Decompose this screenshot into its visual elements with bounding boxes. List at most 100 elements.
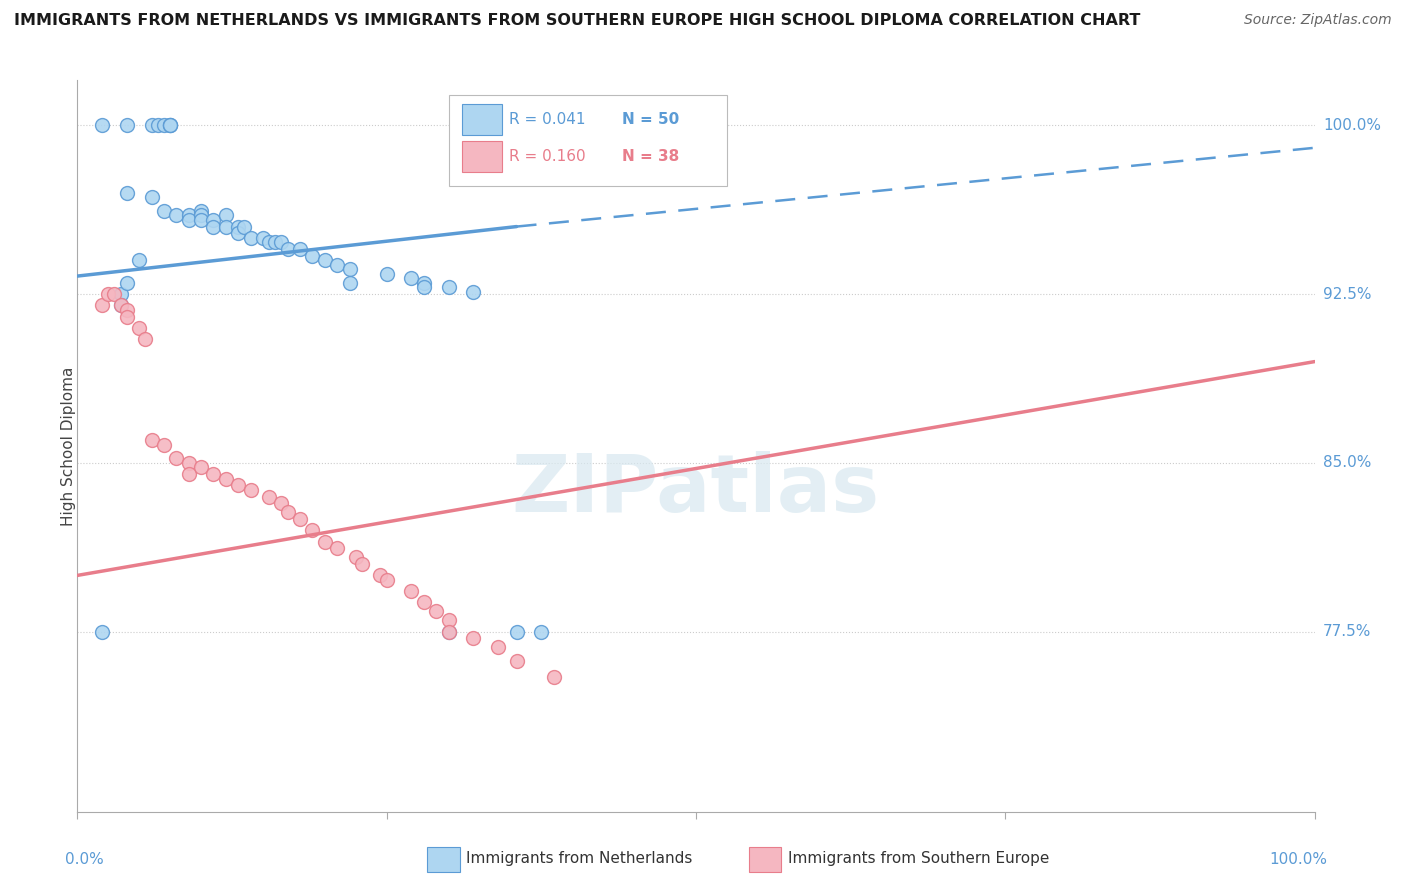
Point [412, 280, 434, 294]
Point [159, 118, 181, 132]
Y-axis label: High School Diploma: High School Diploma [62, 367, 76, 525]
Point [115, 186, 138, 200]
Point [165, 451, 187, 466]
Point [314, 253, 336, 268]
Point [215, 208, 238, 222]
Point [226, 478, 249, 492]
Point [543, 670, 565, 684]
Text: IMMIGRANTS FROM NETHERLANDS VS IMMIGRANTS FROM SOUTHERN EUROPE HIGH SCHOOL DIPLO: IMMIGRANTS FROM NETHERLANDS VS IMMIGRANT… [14, 13, 1140, 29]
Point [264, 235, 287, 250]
Point [257, 235, 280, 250]
Point [344, 550, 367, 565]
Text: R = 0.160: R = 0.160 [509, 149, 586, 164]
Point [110, 298, 132, 312]
Point [91, 298, 114, 312]
Point [202, 212, 225, 227]
Point [505, 654, 527, 668]
Point [437, 624, 460, 639]
Point [141, 434, 163, 448]
Text: 85.0%: 85.0% [1323, 456, 1371, 470]
Point [110, 287, 132, 301]
Point [153, 118, 176, 132]
Point [257, 490, 280, 504]
Point [277, 242, 299, 256]
Point [97, 287, 120, 301]
Point [505, 624, 527, 639]
Point [146, 118, 169, 132]
Point [314, 534, 336, 549]
Text: Immigrants from Netherlands: Immigrants from Netherlands [465, 851, 692, 866]
Point [412, 276, 434, 290]
Point [401, 584, 423, 599]
Text: N = 38: N = 38 [621, 149, 679, 164]
Point [128, 321, 150, 335]
Point [115, 302, 138, 317]
Point [153, 203, 176, 218]
Point [370, 568, 392, 582]
Point [252, 231, 274, 245]
Point [350, 557, 373, 571]
Point [301, 249, 323, 263]
Text: 100.0%: 100.0% [1323, 118, 1381, 133]
Point [270, 496, 292, 510]
Point [326, 541, 349, 556]
Point [110, 298, 132, 312]
Point [177, 208, 200, 222]
Point [277, 505, 299, 519]
Point [91, 624, 114, 639]
Point [115, 118, 138, 132]
Point [190, 203, 212, 218]
Text: 0.0%: 0.0% [65, 852, 104, 867]
Point [141, 190, 163, 204]
Point [239, 483, 262, 497]
Text: N = 50: N = 50 [621, 112, 679, 128]
Text: Immigrants from Southern Europe: Immigrants from Southern Europe [787, 851, 1049, 866]
Text: Source: ZipAtlas.com: Source: ZipAtlas.com [1244, 13, 1392, 28]
Point [115, 276, 138, 290]
Point [463, 632, 485, 646]
Point [375, 573, 398, 587]
Text: 77.5%: 77.5% [1323, 624, 1371, 640]
FancyBboxPatch shape [427, 847, 460, 871]
Point [288, 242, 311, 256]
Point [326, 258, 349, 272]
Point [425, 604, 447, 618]
Point [165, 208, 187, 222]
Point [159, 118, 181, 132]
Point [401, 271, 423, 285]
Point [202, 467, 225, 482]
Text: 100.0%: 100.0% [1270, 852, 1327, 867]
FancyBboxPatch shape [749, 847, 782, 871]
Text: ZIPatlas: ZIPatlas [512, 450, 880, 529]
Point [190, 460, 212, 475]
FancyBboxPatch shape [463, 141, 502, 171]
Point [437, 614, 460, 628]
Point [301, 524, 323, 538]
Point [239, 231, 262, 245]
Text: R = 0.041: R = 0.041 [509, 112, 586, 128]
Point [270, 235, 292, 250]
Point [91, 118, 114, 132]
Point [226, 219, 249, 234]
Point [215, 219, 238, 234]
Text: 92.5%: 92.5% [1323, 286, 1371, 301]
Point [153, 438, 176, 452]
Point [159, 118, 181, 132]
Point [215, 472, 238, 486]
Point [226, 227, 249, 241]
Point [202, 219, 225, 234]
Point [115, 310, 138, 324]
Point [103, 287, 125, 301]
Point [339, 276, 361, 290]
Point [412, 595, 434, 609]
FancyBboxPatch shape [449, 95, 727, 186]
Point [177, 467, 200, 482]
Point [190, 212, 212, 227]
Point [463, 285, 485, 299]
Point [177, 212, 200, 227]
FancyBboxPatch shape [463, 104, 502, 136]
Point [134, 332, 156, 346]
Point [339, 262, 361, 277]
Point [233, 219, 256, 234]
Point [486, 640, 509, 655]
